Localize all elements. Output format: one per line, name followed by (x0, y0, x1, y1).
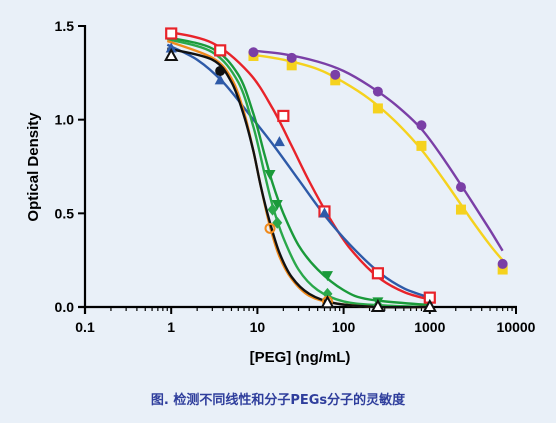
chart: 0.0 0.5 1.0 1.5 0.1 1 10 100 1000 10000 [PEG] (ng… (25, 18, 536, 366)
data-point (214, 74, 226, 85)
x-tick-label: 10000 (497, 319, 536, 335)
fit-curve (166, 43, 431, 299)
fit-curve (248, 52, 504, 261)
data-point (277, 109, 290, 123)
x-tick-label: 1000 (414, 319, 445, 335)
data-point (214, 44, 227, 57)
data-point (165, 42, 177, 53)
data-point (416, 120, 427, 131)
y-tick-label: 1.5 (55, 18, 75, 34)
data-point (273, 136, 285, 147)
data-point (370, 298, 386, 312)
data-point (271, 199, 283, 210)
data-point (286, 60, 297, 71)
x-axis-label: [PEG] (ng/mL) (250, 349, 351, 366)
data-point (372, 103, 383, 114)
x-tick-label: 100 (332, 319, 356, 335)
data-point (264, 169, 276, 180)
x-tick-label: 0.1 (75, 319, 95, 335)
fit-curve (167, 47, 430, 309)
data-point (248, 47, 259, 58)
data-point (455, 204, 466, 215)
x-tick-label: 1 (167, 319, 175, 335)
fit-curve (167, 36, 430, 307)
data-point (330, 75, 341, 86)
y-tick-label: 0.0 (55, 299, 75, 315)
data-point (330, 69, 341, 80)
fit-curve (248, 49, 504, 252)
y-tick-label: 0.5 (55, 205, 75, 221)
figure-caption: 图. 检测不同线性和分子PEGs分子的灵敏度 (150, 393, 406, 408)
y-axis-label: Optical Density (25, 112, 42, 222)
data-points (164, 27, 508, 312)
data-point (267, 203, 278, 216)
data-point (215, 65, 226, 76)
data-point (371, 267, 385, 280)
data-point (455, 182, 466, 193)
x-tick-label: 10 (250, 319, 266, 335)
data-point (264, 222, 276, 234)
data-point (372, 86, 383, 97)
data-point (497, 258, 508, 269)
data-point (165, 27, 178, 40)
data-point (286, 52, 297, 63)
data-point (497, 264, 508, 275)
data-point (164, 47, 179, 61)
data-point (416, 140, 427, 151)
axes: 0.0 0.5 1.0 1.5 0.1 1 10 100 1000 10000 (55, 18, 536, 335)
y-tick-label: 1.0 (55, 112, 75, 128)
data-point (422, 298, 437, 312)
fit-curve (167, 30, 431, 301)
data-point (318, 207, 330, 218)
data-point (320, 295, 335, 309)
data-point (321, 271, 333, 282)
